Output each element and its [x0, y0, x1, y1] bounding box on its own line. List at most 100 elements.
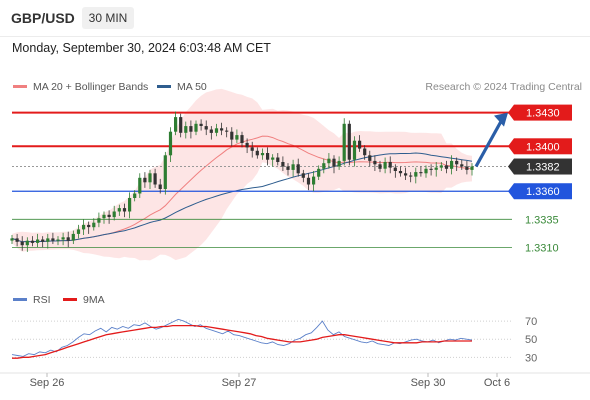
- candle-body: [133, 193, 137, 198]
- timeframe-badge[interactable]: 30 MIN: [82, 7, 134, 29]
- level-tag-pointer-1.3430: [508, 104, 514, 121]
- candle-body: [327, 158, 331, 164]
- candle-body: [153, 173, 157, 185]
- candle-body: [306, 177, 311, 185]
- candle-body: [41, 239, 45, 242]
- level-tag-pointer-1.3382: [508, 158, 514, 175]
- level-tag-pointer-1.3360: [508, 183, 514, 200]
- candle-body: [20, 241, 24, 246]
- candle-body: [332, 158, 336, 167]
- candle-body: [148, 173, 152, 183]
- candle-body: [337, 160, 341, 167]
- candle-body: [214, 128, 219, 133]
- candle-body: [25, 240, 29, 246]
- legend-ma20-label: MA 20 + Bollinger Bands: [33, 81, 149, 93]
- candle-body: [163, 155, 167, 189]
- candle-body: [393, 167, 397, 171]
- candle-body: [143, 177, 147, 183]
- candle-body: [225, 130, 229, 132]
- legend-ma50: MA 50: [157, 81, 207, 93]
- candle-body: [235, 135, 239, 140]
- candle-body: [419, 172, 423, 174]
- header-divider: [0, 36, 590, 37]
- level-tag-1.3400: [514, 138, 572, 155]
- level-label-1.3360: 1.3360: [526, 186, 560, 198]
- x-tick-label: Sep 27: [222, 377, 257, 389]
- candle-body: [122, 208, 127, 212]
- x-tick-label: Oct 6: [484, 377, 510, 389]
- level-label-1.3310: 1.3310: [525, 242, 559, 254]
- candle-body: [56, 239, 60, 241]
- rsi-tick-50: 50: [525, 334, 537, 346]
- candle-body: [179, 117, 183, 133]
- candle-body: [439, 165, 443, 168]
- candle-body: [276, 157, 280, 162]
- chart-header: GBP/USD 30 MIN: [0, 0, 590, 36]
- level-tag-1.3360: [514, 183, 572, 200]
- candle-body: [271, 157, 275, 160]
- candle-body: [460, 164, 464, 167]
- candle-body: [112, 211, 116, 218]
- candle-body: [424, 168, 428, 174]
- candle-body: [66, 237, 70, 241]
- candle-body: [347, 123, 351, 160]
- candle-body: [220, 128, 224, 131]
- candle-body: [378, 164, 382, 169]
- candle-body: [97, 218, 101, 223]
- candle-body: [189, 126, 193, 132]
- candle-body: [312, 176, 316, 185]
- candle-body: [358, 140, 362, 149]
- candle-body: [429, 168, 433, 170]
- candle-body: [36, 239, 40, 243]
- legend-9ma: 9MA: [63, 294, 105, 306]
- forecast-arrow-head: [494, 112, 508, 127]
- rsi-tick-70: 70: [525, 316, 537, 328]
- candle-body: [168, 131, 173, 156]
- candle-body: [317, 168, 321, 177]
- candle-body: [444, 165, 449, 169]
- candle-body: [51, 238, 55, 241]
- candle-body: [87, 224, 91, 228]
- rsi-swatch: [13, 297, 27, 301]
- candle-body: [465, 166, 469, 170]
- candle-body: [128, 198, 132, 212]
- candle-body: [61, 237, 65, 240]
- legend-rsi: RSI: [13, 294, 51, 306]
- candle-body: [470, 166, 474, 170]
- candle-body: [398, 171, 403, 174]
- candle-body: [322, 163, 326, 169]
- ma9-line: [12, 324, 472, 359]
- research-credit: Research © 2024 Trading Central: [425, 81, 582, 93]
- candle-body: [404, 173, 408, 176]
- level-tag-1.3430: [514, 104, 572, 121]
- candle-body: [92, 222, 96, 228]
- candle-body: [383, 162, 387, 169]
- bollinger-band: [12, 88, 472, 261]
- candle-body: [434, 167, 438, 170]
- candle-body: [266, 153, 270, 160]
- rsi-tick-30: 30: [525, 352, 537, 364]
- candle-body: [194, 123, 198, 132]
- legend-9ma-label: 9MA: [83, 294, 105, 306]
- candle-body: [76, 229, 81, 234]
- ma9-swatch: [63, 297, 77, 301]
- level-label-1.3335: 1.3335: [525, 214, 559, 226]
- candle-body: [71, 233, 75, 241]
- ma50-swatch: [157, 84, 171, 88]
- candle-body: [138, 177, 142, 194]
- forecast-arrow-shaft: [474, 118, 504, 168]
- candle-body: [409, 175, 413, 177]
- candle-body: [209, 129, 213, 133]
- candle-body: [250, 147, 254, 151]
- x-tick-label: Sep 30: [411, 377, 446, 389]
- candle-body: [184, 126, 188, 133]
- candle-body: [158, 184, 162, 189]
- candle-body: [342, 123, 346, 161]
- ma20-swatch: [13, 84, 27, 88]
- candle-body: [117, 208, 121, 212]
- level-label-1.3400: 1.3400: [526, 141, 560, 153]
- candle-body: [204, 126, 208, 130]
- candle-body: [281, 162, 285, 167]
- candle-body: [291, 164, 295, 170]
